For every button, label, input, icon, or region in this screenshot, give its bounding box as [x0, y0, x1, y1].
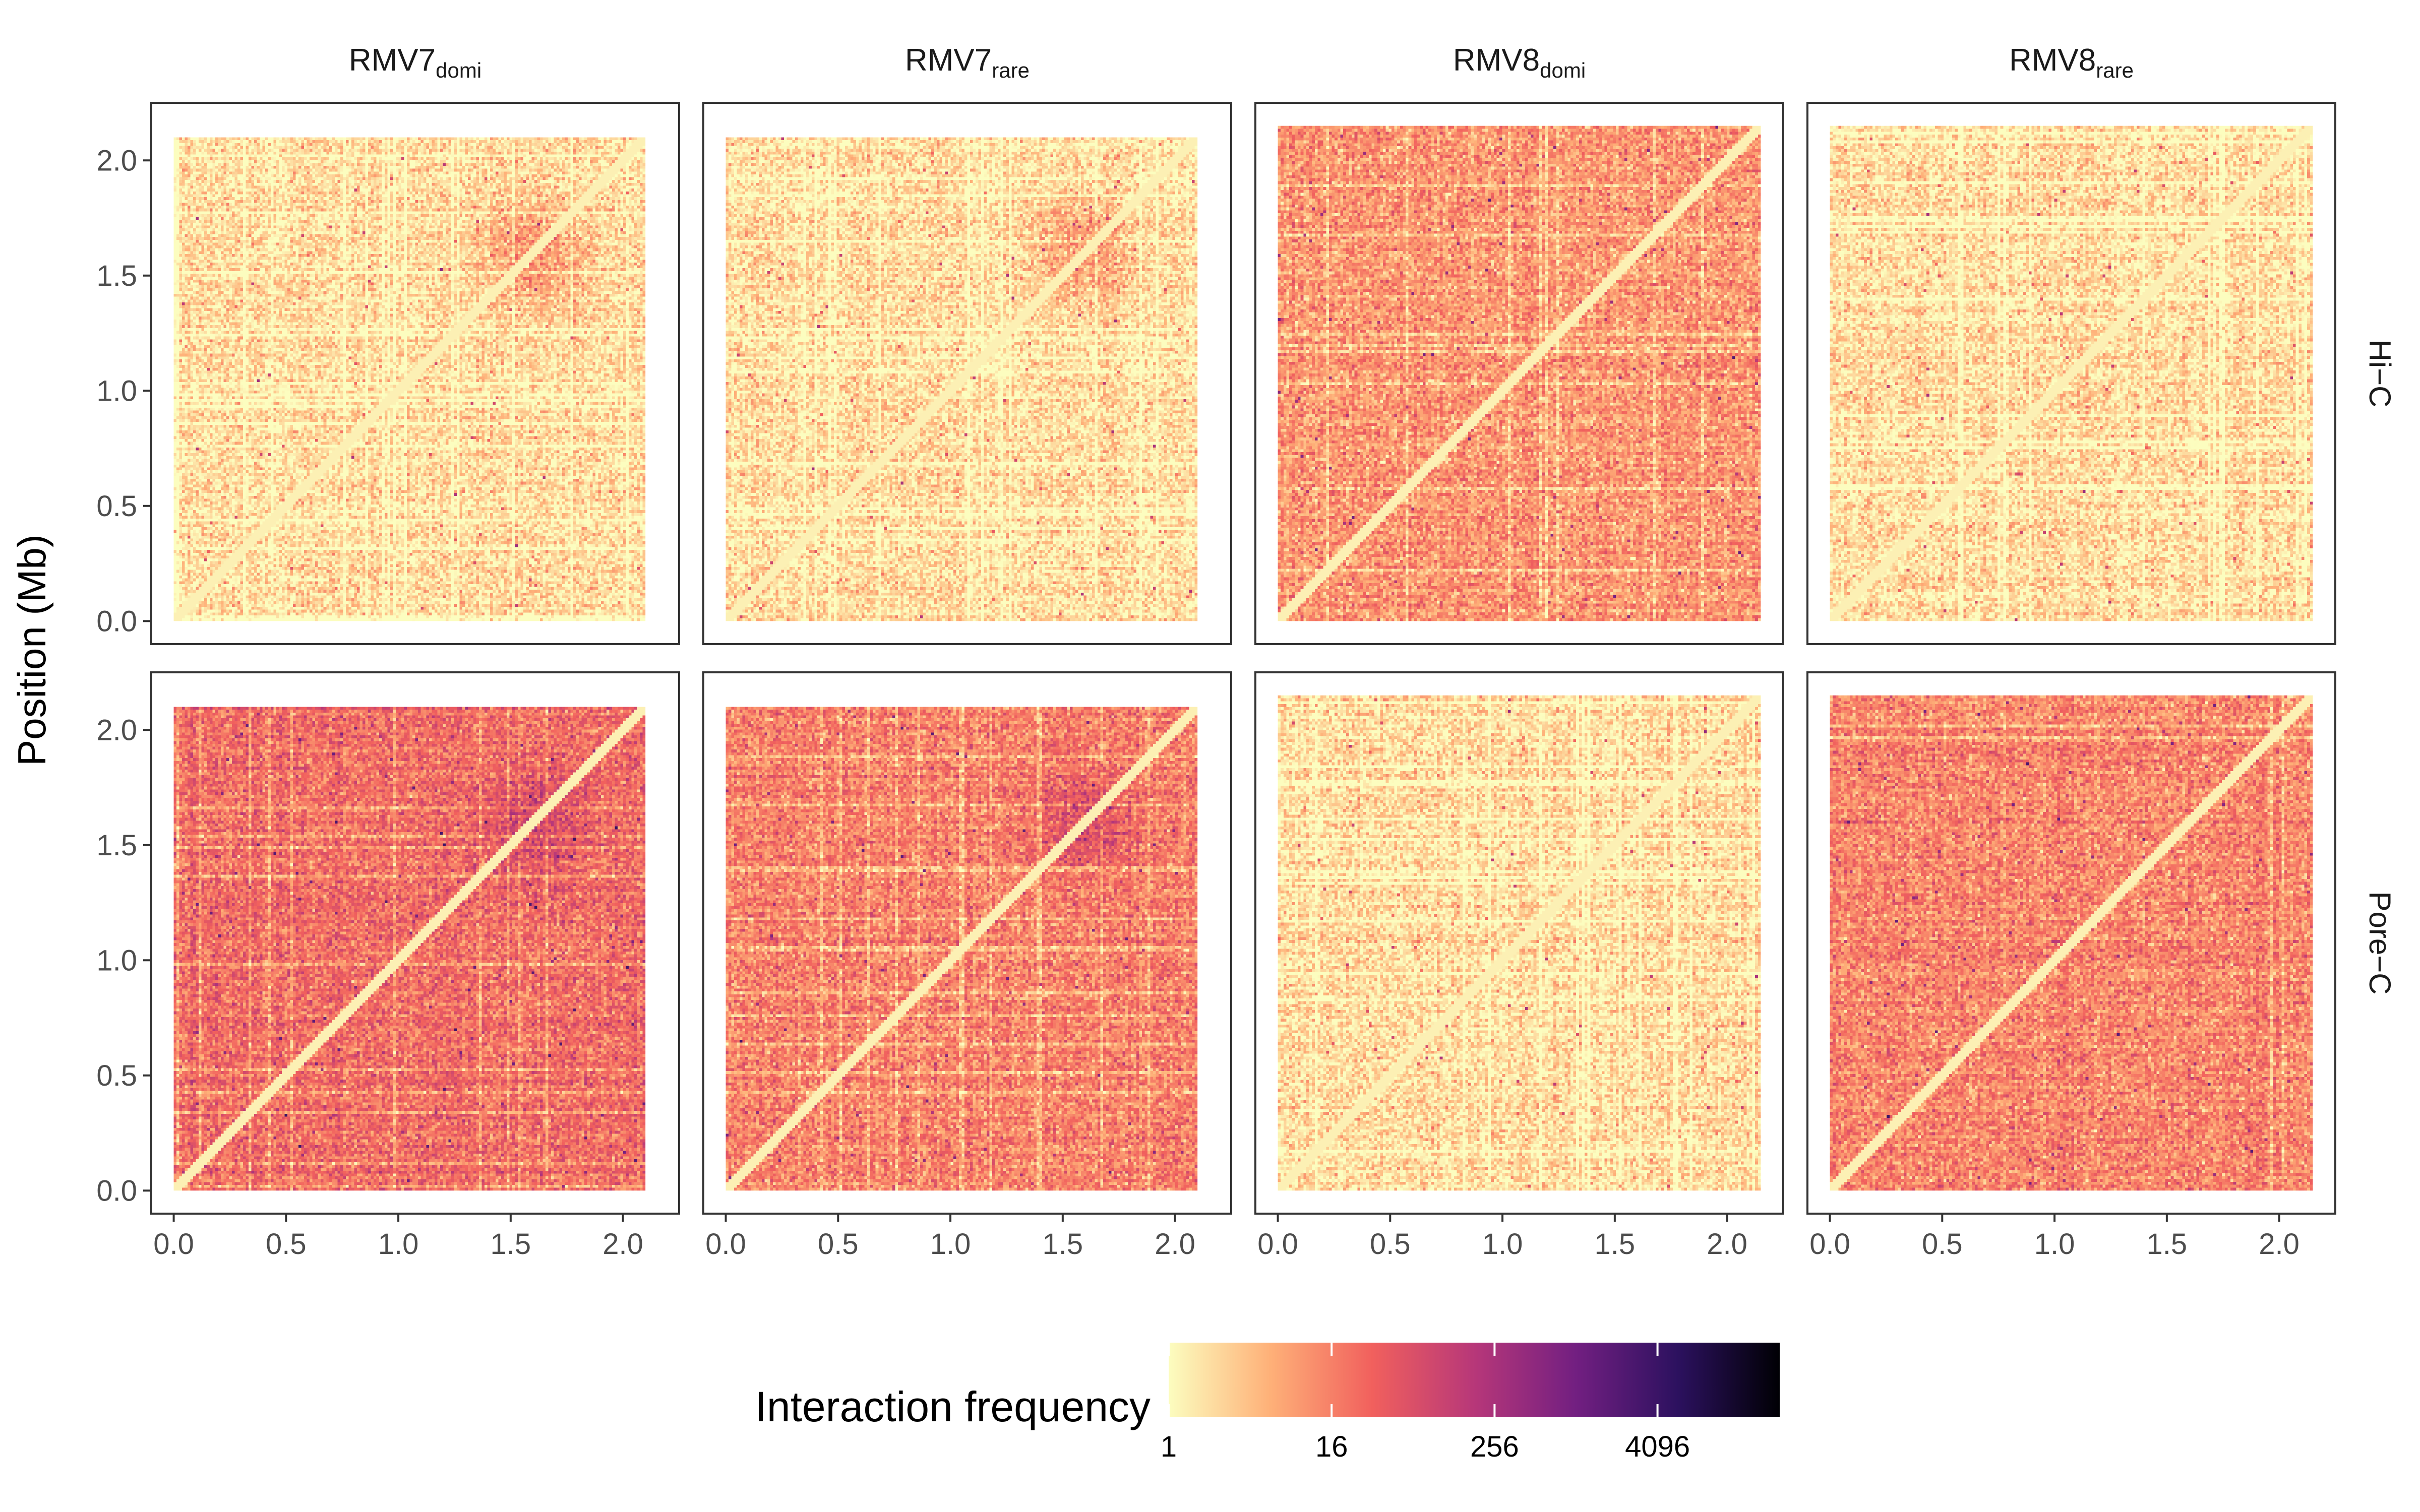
- y-axis-title: Position (Mb): [10, 534, 54, 766]
- x-tick-label: 1.5: [1043, 1228, 1083, 1261]
- panel-border: [1254, 671, 1784, 1215]
- column-title-subscript: rare: [992, 58, 1030, 82]
- heatmap-cells: [173, 707, 646, 1191]
- x-axes: 0.0 0.5 1.0 1.5 2.0 0.0 0.5 1.0 1.5 2.0 0.0 0.5 1.0 1…: [153, 1214, 2300, 1261]
- heatmap-cells: [1830, 695, 2313, 1191]
- y-axes: 0.0 0.5 1.0 1.5 2.0 0.0 0.5 1.0 1.5 2.0: [96, 144, 151, 1207]
- column-titles: RMV7domi RMV7rare RMV8domi RMV8rare: [349, 43, 2134, 82]
- column-title-base: RMV8: [1453, 43, 1540, 78]
- column-title: RMV8domi: [1453, 43, 1586, 82]
- row-title: Hi−C: [2363, 339, 2397, 407]
- panel-border: [702, 671, 1232, 1215]
- panel-r0-c3: [1806, 102, 2336, 645]
- x-tick-label: 1.0: [2034, 1228, 2075, 1261]
- column-title: RMV7domi: [349, 43, 481, 82]
- x-tick-label: 1.0: [378, 1228, 419, 1261]
- legend-title: Interaction frequency: [755, 1383, 1151, 1430]
- panel-r1-c3: [1806, 671, 2336, 1215]
- x-tick-label: 1.5: [1595, 1228, 1636, 1261]
- y-tick-label: 0.0: [96, 1174, 137, 1207]
- heatmap-cells: [1830, 125, 2313, 621]
- heatmap-cells: [1278, 695, 1761, 1191]
- heatmap-cells: [725, 707, 1198, 1191]
- column-title-subscript: domi: [436, 58, 481, 82]
- x-tick-label: 0.0: [1257, 1228, 1298, 1261]
- panel-r1-c0: [150, 671, 680, 1215]
- y-tick-label: 1.5: [96, 829, 137, 862]
- panel-border: [1806, 671, 2336, 1215]
- x-tick-label: 2.0: [2259, 1228, 2300, 1261]
- y-tick-label: 1.0: [96, 374, 137, 407]
- x-tick-label: 2.0: [1155, 1228, 1195, 1261]
- panel-border: [702, 102, 1232, 645]
- legend: Interaction frequency 1 16 256 4096: [755, 1343, 1780, 1463]
- y-tick-label: 1.0: [96, 944, 137, 977]
- x-tick-label: 1.0: [930, 1228, 971, 1261]
- panels: [150, 102, 2336, 1215]
- row-titles: Hi−C Pore−C: [2363, 339, 2397, 994]
- legend-ticks: 1 16 256 4096: [1161, 1343, 1690, 1463]
- x-tick-label: 2.0: [602, 1228, 643, 1261]
- column-title-subscript: rare: [2096, 58, 2134, 82]
- panel-border: [150, 671, 680, 1215]
- panel-border: [1254, 102, 1784, 645]
- heatmap-cells: [173, 137, 646, 621]
- x-tick-label: 0.0: [1809, 1228, 1850, 1261]
- heatmap-cells: [725, 137, 1198, 621]
- column-title: RMV8rare: [2009, 43, 2134, 82]
- y-tick-label: 0.5: [96, 1059, 137, 1092]
- panel-border: [150, 102, 680, 645]
- panel-r0-c1: [702, 102, 1232, 645]
- x-tick-label: 1.0: [1482, 1228, 1523, 1261]
- column-title-base: RMV7: [905, 43, 992, 78]
- y-tick-label: 0.5: [96, 490, 137, 523]
- legend-tick-label: 16: [1315, 1430, 1348, 1463]
- legend-tick-label: 4096: [1625, 1430, 1690, 1463]
- x-tick-label: 0.5: [1370, 1228, 1411, 1261]
- x-tick-label: 2.0: [1707, 1228, 1747, 1261]
- legend-tick-label: 256: [1470, 1430, 1519, 1463]
- legend-colorbar: [1169, 1343, 1780, 1417]
- row-title: Pore−C: [2363, 891, 2397, 994]
- y-tick-label: 2.0: [96, 714, 137, 746]
- y-tick-label: 2.0: [96, 144, 137, 177]
- panel-r0-c2: [1254, 102, 1784, 645]
- y-tick-label: 0.0: [96, 605, 137, 638]
- x-tick-label: 0.5: [818, 1228, 859, 1261]
- x-tick-label: 0.0: [153, 1228, 194, 1261]
- panel-r1-c2: [1254, 671, 1784, 1215]
- column-title-base: RMV8: [2009, 43, 2096, 78]
- legend-tick-label: 1: [1161, 1430, 1177, 1463]
- panel-r0-c0: [150, 102, 680, 645]
- x-tick-label: 0.5: [266, 1228, 307, 1261]
- column-title-subscript: domi: [1540, 58, 1586, 82]
- x-tick-label: 0.5: [1922, 1228, 1963, 1261]
- y-tick-label: 1.5: [96, 260, 137, 292]
- panel-r1-c1: [702, 671, 1232, 1215]
- panel-border: [1806, 102, 2336, 645]
- heatmap-cells: [1278, 125, 1761, 621]
- column-title: RMV7rare: [905, 43, 1030, 82]
- x-tick-label: 0.0: [705, 1228, 746, 1261]
- x-tick-label: 1.5: [2147, 1228, 2188, 1261]
- column-title-base: RMV7: [349, 43, 436, 78]
- x-tick-label: 1.5: [491, 1228, 531, 1261]
